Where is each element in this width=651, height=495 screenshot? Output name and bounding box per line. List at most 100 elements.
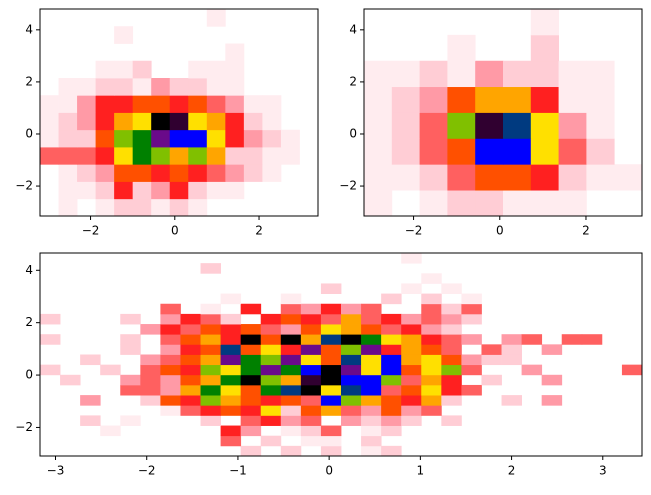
hist-cell xyxy=(151,147,171,165)
axes: −2 0 2 −2 0 2 4 xyxy=(15,8,319,238)
hist-cell xyxy=(188,95,208,113)
hist-cell xyxy=(300,395,322,406)
cells xyxy=(40,9,300,216)
hist-cell xyxy=(180,344,201,355)
hist-cell xyxy=(200,405,221,416)
hist-cell xyxy=(160,364,181,376)
hist-cell xyxy=(501,334,522,345)
hist-cell xyxy=(361,415,382,426)
hist-cell xyxy=(441,354,462,366)
hist-cell xyxy=(461,303,482,315)
hist-cell xyxy=(558,60,587,88)
hist-cell xyxy=(58,181,78,200)
hist-cell xyxy=(320,334,342,345)
hist-cell xyxy=(503,164,532,191)
hist-cell xyxy=(401,253,422,264)
hist-cell xyxy=(40,112,59,131)
hist-cell xyxy=(475,138,504,165)
hist-cell xyxy=(401,283,422,294)
x-tick-label: −2 xyxy=(82,224,100,238)
hist-cell xyxy=(614,164,642,191)
hist-cell xyxy=(200,263,221,274)
hist-cell xyxy=(225,95,245,113)
hist-cell xyxy=(320,364,342,376)
hist-cell xyxy=(140,354,161,366)
hist-cell xyxy=(225,129,245,148)
hist-cell xyxy=(280,303,302,315)
hist-cell xyxy=(530,60,559,88)
hist-cell xyxy=(243,112,263,131)
hist-cell xyxy=(206,95,226,113)
hist-cell xyxy=(262,147,282,165)
hist-cell xyxy=(320,313,342,325)
axes: −3 −2 −1 0 1 2 3 −2 0 2 4 xyxy=(15,252,643,478)
hist-cell xyxy=(441,303,462,315)
hist-cell xyxy=(381,364,402,376)
hist-cell xyxy=(501,344,522,355)
hist-cell xyxy=(40,364,61,376)
x-tick-label: 0 xyxy=(171,224,179,238)
hist-cell xyxy=(361,324,382,335)
hist-cell xyxy=(95,164,115,182)
hist-cell xyxy=(180,354,201,366)
hist-cell xyxy=(260,435,282,447)
hist-cell xyxy=(95,60,115,79)
hist-cell xyxy=(243,147,263,165)
hist-cell xyxy=(180,334,201,345)
hist-cell xyxy=(521,364,543,376)
hist-cell xyxy=(180,395,201,406)
hist-cell xyxy=(169,78,189,96)
hist-cell xyxy=(160,344,181,355)
hist-cell xyxy=(120,344,141,355)
hist-cell xyxy=(320,283,342,294)
hist-cell xyxy=(361,374,382,386)
x-tick-label: 2 xyxy=(255,224,263,238)
hist-cell xyxy=(151,164,171,182)
hist-cell xyxy=(240,374,262,386)
hist-cell xyxy=(461,384,482,396)
hist-cell xyxy=(361,344,382,355)
hist-cell xyxy=(280,374,302,386)
hist-cell xyxy=(220,405,242,416)
hist-cell xyxy=(401,344,422,355)
hist-cell xyxy=(361,354,382,366)
hist-cell xyxy=(240,344,262,355)
hist-cell xyxy=(132,95,152,113)
hist-cell xyxy=(240,334,262,345)
hist-cell xyxy=(220,293,242,305)
hist-cell xyxy=(206,181,226,200)
hist-cell xyxy=(200,334,221,345)
hist-cell xyxy=(391,164,420,191)
hist-cell xyxy=(441,415,462,426)
hist-cell xyxy=(441,344,462,355)
hist-cell xyxy=(40,147,59,165)
hist-cell xyxy=(558,112,587,139)
hist-cell xyxy=(461,293,482,305)
hist-cell xyxy=(151,78,171,96)
hist-cell xyxy=(320,344,342,355)
hist-cell xyxy=(240,324,262,335)
hist-cell xyxy=(260,364,282,376)
hist-cell xyxy=(132,147,152,165)
hist-cell xyxy=(391,60,420,88)
hist-cell xyxy=(132,78,152,96)
hist-cell xyxy=(151,198,171,216)
hist-cell xyxy=(220,324,242,335)
hist-cell xyxy=(200,344,221,355)
hist-cell xyxy=(114,112,134,131)
hist-cell xyxy=(77,78,96,96)
hist-cell xyxy=(77,95,96,113)
hist-cell xyxy=(421,405,442,416)
hist-cell xyxy=(180,364,201,376)
hist-cell xyxy=(361,445,382,456)
hist-cell xyxy=(40,95,59,113)
hist-cell xyxy=(200,324,221,335)
hist-cell xyxy=(447,112,476,139)
hist-cell xyxy=(220,425,242,437)
hist-cell xyxy=(300,313,322,325)
hist-cell xyxy=(341,415,362,426)
x-tick-label: −3 xyxy=(47,464,65,478)
hist-cell xyxy=(95,198,115,216)
hist-cell xyxy=(200,395,221,406)
hist-cell xyxy=(391,138,420,165)
